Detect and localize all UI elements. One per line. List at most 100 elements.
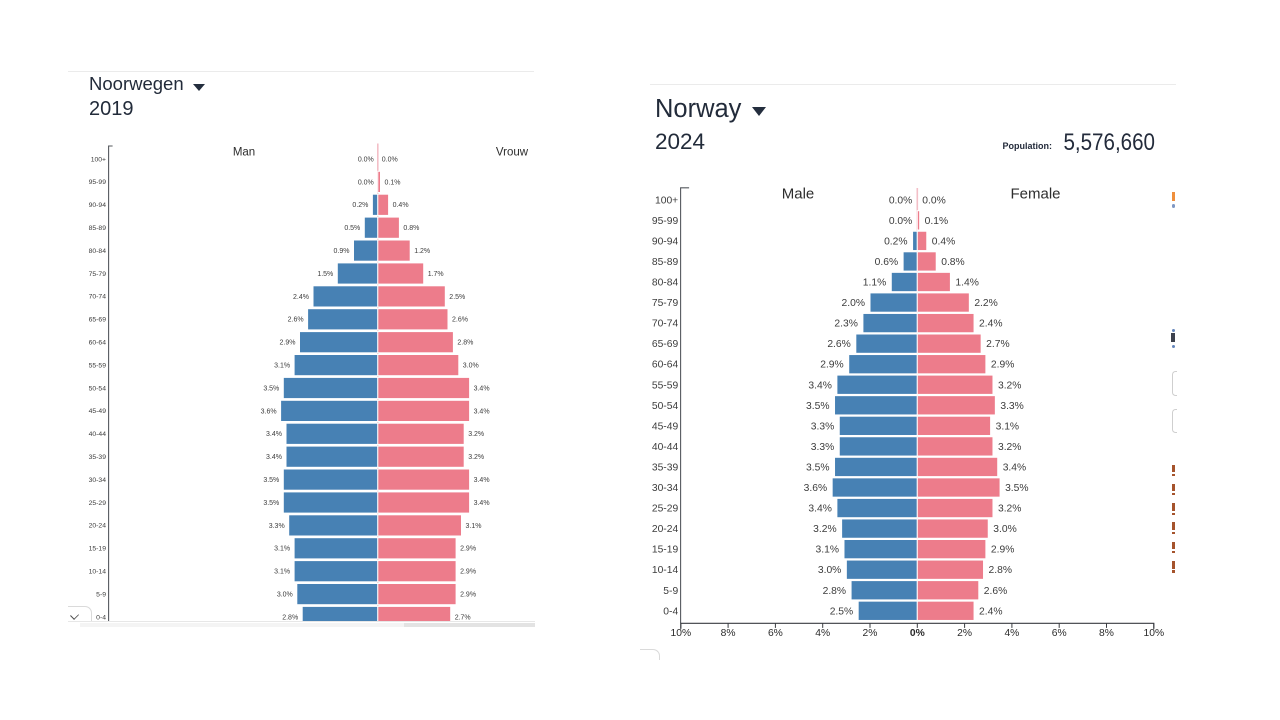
female-bar-20-24[interactable] <box>377 514 462 537</box>
female-bar-35-39[interactable] <box>377 445 465 468</box>
male-value-5-9: 3.0% <box>277 591 293 598</box>
female-value-45-49: 3.1% <box>996 421 1019 432</box>
age-label-90-94: 90-94 <box>89 202 107 209</box>
cropped-ui-fragment <box>1171 204 1175 208</box>
male-bar-60-64[interactable] <box>299 331 379 354</box>
male-bar-40-44[interactable] <box>838 436 918 457</box>
right-country-name[interactable]: Norway <box>655 95 742 123</box>
female-bar-75-79[interactable] <box>916 292 970 313</box>
male-bar-35-39[interactable] <box>834 456 918 478</box>
male-bar-90-94[interactable] <box>912 230 918 252</box>
male-bar-50-54[interactable] <box>834 395 918 416</box>
age-axis-line <box>680 187 690 624</box>
male-bar-30-34[interactable] <box>831 477 918 498</box>
male-bar-60-64[interactable] <box>848 354 918 375</box>
cropped-ui-fragment <box>1171 328 1175 332</box>
male-bar-15-19[interactable] <box>293 537 379 560</box>
female-bar-55-59[interactable] <box>916 374 994 395</box>
male-bar-75-79[interactable] <box>869 292 918 313</box>
female-bar-65-69[interactable] <box>377 308 449 331</box>
male-bar-55-59[interactable] <box>293 354 379 377</box>
female-bar-0-4[interactable] <box>916 600 975 621</box>
male-bar-30-34[interactable] <box>282 468 379 491</box>
male-bar-25-29[interactable] <box>282 491 379 514</box>
male-bar-85-89[interactable] <box>902 251 918 272</box>
left-expand-button[interactable] <box>68 605 92 622</box>
male-bar-75-79[interactable] <box>336 262 379 285</box>
male-bar-80-84[interactable] <box>890 271 918 293</box>
female-bar-15-19[interactable] <box>916 539 987 560</box>
female-bar-30-34[interactable] <box>377 468 471 491</box>
male-bar-25-29[interactable] <box>836 497 918 519</box>
female-bar-85-89[interactable] <box>916 251 937 272</box>
male-bar-35-39[interactable] <box>285 445 379 468</box>
female-bar-60-64[interactable] <box>377 331 454 354</box>
male-bar-0-4[interactable] <box>857 600 918 621</box>
male-bar-45-49[interactable] <box>838 415 918 437</box>
female-bar-80-84[interactable] <box>377 239 411 262</box>
female-bar-5-9[interactable] <box>377 583 457 606</box>
female-bar-5-9[interactable] <box>916 580 980 601</box>
female-bar-75-79[interactable] <box>377 262 425 285</box>
male-bar-10-14[interactable] <box>845 559 918 580</box>
female-bar-20-24[interactable] <box>916 518 989 539</box>
age-label-50-54: 50-54 <box>89 385 107 392</box>
male-bar-10-14[interactable] <box>293 560 379 583</box>
male-bar-45-49[interactable] <box>280 399 379 422</box>
female-bar-50-54[interactable] <box>377 376 471 400</box>
male-bar-20-24[interactable] <box>288 514 379 537</box>
male-bar-15-19[interactable] <box>843 539 918 560</box>
female-value-30-34: 3.5% <box>1005 483 1028 494</box>
male-bar-40-44[interactable] <box>285 422 379 445</box>
age-label-95-99: 95-99 <box>652 216 679 227</box>
right-country-selector[interactable]: Norway <box>655 95 767 123</box>
male-bar-65-69[interactable] <box>307 308 379 331</box>
female-bar-35-39[interactable] <box>916 456 999 478</box>
male-bar-90-94[interactable] <box>371 193 379 216</box>
female-bar-90-94[interactable] <box>377 193 390 216</box>
right-expand-button-cropped[interactable] <box>640 648 660 660</box>
left-country-name[interactable]: Noorwegen <box>89 73 184 94</box>
female-bar-70-74[interactable] <box>377 285 446 308</box>
female-bar-95-99[interactable] <box>916 210 921 231</box>
female-bar-10-14[interactable] <box>916 559 985 580</box>
female-bar-15-19[interactable] <box>377 537 457 560</box>
left-country-selector[interactable]: Noorwegen <box>89 73 205 94</box>
male-bar-70-74[interactable] <box>312 285 379 308</box>
age-label-35-39: 35-39 <box>652 462 679 473</box>
female-bar-90-94[interactable] <box>916 230 928 252</box>
bars-layer <box>280 170 471 627</box>
male-bar-5-9[interactable] <box>850 580 918 601</box>
male-bar-70-74[interactable] <box>862 312 918 334</box>
female-bar-45-49[interactable] <box>377 399 471 422</box>
left-scrollbar-thumb[interactable] <box>404 623 535 627</box>
male-value-60-64: 2.9% <box>820 360 843 371</box>
female-bar-55-59[interactable] <box>377 354 460 377</box>
female-bar-40-44[interactable] <box>377 422 465 445</box>
female-bar-25-29[interactable] <box>916 497 994 519</box>
female-bar-70-74[interactable] <box>916 312 975 334</box>
female-bar-40-44[interactable] <box>916 436 994 457</box>
female-bar-85-89[interactable] <box>377 216 400 239</box>
male-bar-85-89[interactable] <box>363 216 379 239</box>
female-bar-95-99[interactable] <box>377 170 381 194</box>
left-scrollbar-track[interactable] <box>80 623 535 627</box>
male-bar-80-84[interactable] <box>353 239 379 262</box>
female-bar-45-49[interactable] <box>916 415 992 437</box>
female-bar-50-54[interactable] <box>916 395 996 416</box>
male-bar-55-59[interactable] <box>836 374 918 395</box>
male-bar-50-54[interactable] <box>282 376 379 400</box>
female-bar-65-69[interactable] <box>916 333 982 354</box>
male-bar-65-69[interactable] <box>855 333 918 354</box>
male-bar-5-9[interactable] <box>296 583 379 606</box>
female-bar-25-29[interactable] <box>377 491 471 514</box>
female-bar-80-84[interactable] <box>916 271 951 293</box>
female-value-75-79: 1.7% <box>428 271 444 278</box>
cropped-text-fragment <box>1172 483 1175 492</box>
female-bar-30-34[interactable] <box>916 477 1001 498</box>
male-bar-20-24[interactable] <box>841 518 918 539</box>
female-bar-0-4[interactable] <box>377 605 452 627</box>
female-bar-60-64[interactable] <box>916 354 987 375</box>
pyramid-norway: Male Female 100+ 0.0% 0.0% 95-99 0.0% 0.1% 90-94… <box>652 185 1164 638</box>
female-bar-10-14[interactable] <box>377 560 457 583</box>
